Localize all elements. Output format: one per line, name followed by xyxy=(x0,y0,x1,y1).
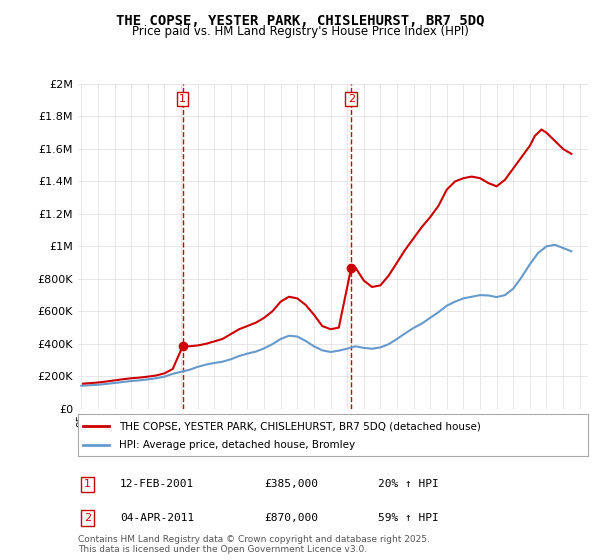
Text: THE COPSE, YESTER PARK, CHISLEHURST, BR7 5DQ (detached house): THE COPSE, YESTER PARK, CHISLEHURST, BR7… xyxy=(119,421,481,431)
Text: Contains HM Land Registry data © Crown copyright and database right 2025.
This d: Contains HM Land Registry data © Crown c… xyxy=(78,535,430,554)
Text: 59% ↑ HPI: 59% ↑ HPI xyxy=(378,513,439,523)
Text: 2: 2 xyxy=(348,94,355,104)
Text: THE COPSE, YESTER PARK, CHISLEHURST, BR7 5DQ: THE COPSE, YESTER PARK, CHISLEHURST, BR7… xyxy=(116,14,484,28)
Text: Price paid vs. HM Land Registry's House Price Index (HPI): Price paid vs. HM Land Registry's House … xyxy=(131,25,469,38)
Text: 04-APR-2011: 04-APR-2011 xyxy=(120,513,194,523)
Text: 12-FEB-2001: 12-FEB-2001 xyxy=(120,479,194,489)
Text: 1: 1 xyxy=(179,94,186,104)
Text: £385,000: £385,000 xyxy=(264,479,318,489)
Text: HPI: Average price, detached house, Bromley: HPI: Average price, detached house, Brom… xyxy=(119,440,355,450)
Text: £870,000: £870,000 xyxy=(264,513,318,523)
Text: 1: 1 xyxy=(84,479,91,489)
Text: 20% ↑ HPI: 20% ↑ HPI xyxy=(378,479,439,489)
Text: 2: 2 xyxy=(84,513,91,523)
